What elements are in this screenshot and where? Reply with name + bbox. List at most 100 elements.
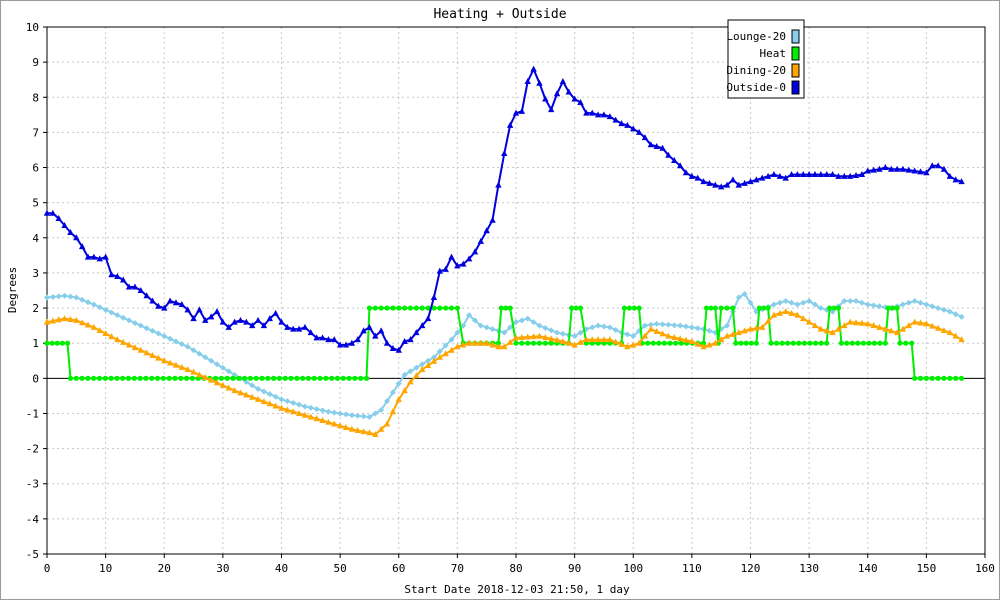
data-point: [747, 325, 754, 332]
data-point: [811, 322, 819, 329]
data-point: [524, 333, 531, 340]
data-point: [489, 341, 496, 348]
data-point: [559, 337, 567, 344]
data-point: [958, 313, 965, 320]
data-point: [542, 340, 548, 346]
data-point: [346, 375, 352, 381]
data-point: [513, 340, 519, 346]
data-point: [743, 340, 749, 346]
data-point: [934, 324, 942, 331]
data-point: [460, 341, 467, 348]
data-point: [635, 128, 643, 135]
data-point: [547, 335, 555, 342]
data-point: [741, 291, 748, 298]
data-point: [805, 171, 813, 178]
data-point: [67, 293, 74, 300]
data-point: [448, 305, 455, 311]
data-point: [413, 372, 420, 379]
data-point: [917, 299, 924, 306]
data-point: [768, 340, 774, 346]
data-point: [717, 183, 725, 190]
data-point: [323, 375, 329, 381]
data-point: [864, 301, 871, 308]
data-point: [448, 346, 455, 353]
data-point: [659, 144, 666, 151]
data-point: [254, 395, 262, 402]
data-point: [656, 340, 662, 346]
data-point: [835, 172, 842, 179]
data-point: [296, 401, 303, 408]
legend-label: Dining-20: [726, 64, 786, 77]
data-point: [796, 340, 802, 346]
data-point: [589, 336, 596, 343]
data-point: [495, 181, 502, 188]
x-tick-label: 100: [623, 562, 643, 575]
data-point: [618, 340, 625, 347]
data-point: [877, 340, 883, 346]
data-point: [741, 327, 748, 334]
data-point: [612, 327, 619, 334]
data-point: [196, 371, 203, 378]
data-point: [253, 375, 259, 381]
data-point: [108, 271, 115, 278]
data-point: [647, 141, 655, 148]
y-tick-label: -1: [26, 407, 39, 420]
data-point: [196, 350, 203, 357]
data-point: [671, 157, 678, 164]
data-point: [553, 336, 561, 343]
data-point: [626, 305, 632, 311]
data-point: [612, 116, 619, 123]
data-point: [864, 320, 871, 327]
data-point: [501, 149, 508, 156]
data-point: [577, 99, 584, 106]
data-point: [213, 379, 221, 386]
data-point: [243, 318, 250, 325]
data-point: [530, 65, 537, 72]
data-point: [852, 171, 860, 178]
x-tick-label: 30: [216, 562, 229, 575]
data-point: [436, 267, 443, 274]
data-point: [319, 416, 326, 423]
data-point: [436, 348, 443, 355]
data-point: [536, 79, 543, 86]
data-point: [882, 340, 888, 346]
data-point: [569, 305, 575, 311]
data-point: [242, 375, 248, 381]
data-point: [219, 318, 227, 325]
data-point: [378, 406, 385, 413]
data-point: [583, 336, 590, 343]
data-point: [102, 306, 109, 313]
data-point: [265, 375, 271, 381]
data-point: [635, 339, 643, 346]
plot-border: [46, 26, 986, 555]
data-point: [818, 340, 824, 346]
data-point: [770, 301, 777, 308]
data-point: [301, 323, 309, 330]
data-point: [377, 425, 385, 432]
y-tick-label: 1: [32, 337, 39, 350]
data-point: [272, 402, 279, 409]
data-point: [724, 322, 731, 329]
data-point: [290, 399, 297, 406]
data-point: [96, 304, 103, 311]
data-point: [372, 332, 379, 339]
data-point: [782, 174, 789, 181]
data-point: [773, 340, 780, 346]
data-point: [126, 317, 133, 324]
data-point: [940, 165, 948, 172]
data-point: [858, 299, 865, 306]
data-point: [594, 111, 602, 118]
data-point: [218, 375, 224, 381]
data-point: [202, 316, 209, 323]
data-point: [384, 398, 391, 405]
data-point: [876, 303, 883, 310]
data-point: [723, 181, 731, 188]
data-point: [530, 319, 537, 326]
data-point: [589, 109, 596, 116]
data-point: [225, 323, 232, 330]
data-point: [61, 315, 68, 322]
data-point: [172, 375, 178, 381]
data-point: [712, 305, 718, 311]
data-point: [172, 338, 179, 345]
data-point: [137, 375, 143, 381]
